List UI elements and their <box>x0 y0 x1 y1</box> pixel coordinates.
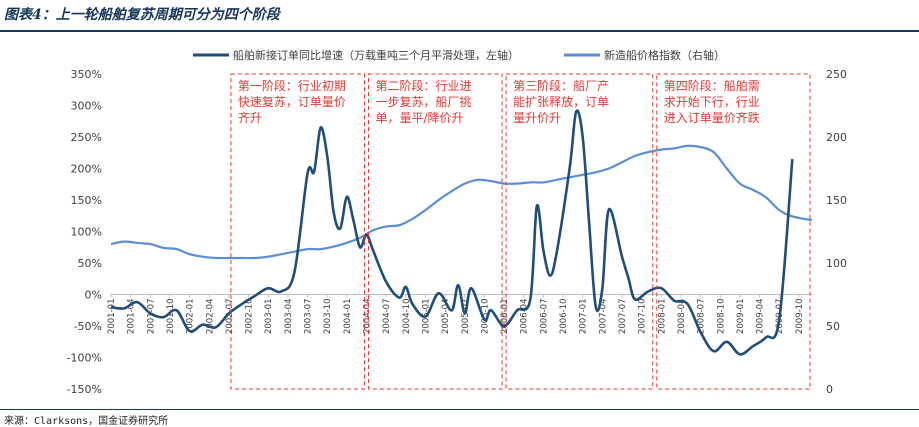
x-tick-label: 2004-07 <box>382 299 392 335</box>
series-layer <box>110 109 813 356</box>
phase-annotation-line: 第四阶段：船舶需 <box>664 78 760 93</box>
x-tick-label: 2004-01 <box>343 299 353 335</box>
x-tick-label: 2005-04 <box>441 299 451 335</box>
right-axis: 0 50 100 150 200 250 <box>826 68 847 396</box>
figure-title: 图表4：上一轮船舶复苏周期可分为四个阶段 <box>4 7 280 23</box>
phase-annotation-line: 量升价升 <box>513 111 561 125</box>
x-tick-label: 2002-10 <box>245 299 255 335</box>
phase-box-1 <box>230 73 366 390</box>
phase-annotation-line: 进入订单量价齐跌 <box>664 110 760 125</box>
phase-annotation-line: 第一阶段：行业初期 <box>238 78 346 93</box>
y-right-tick-label: 0 <box>826 383 833 396</box>
x-tick-label: 2008-01 <box>657 299 667 335</box>
phase-annotation-line: 齐升 <box>238 110 262 125</box>
y-left-tick-label: -50% <box>74 320 102 333</box>
phase-annotation-3: 第三阶段：船厂产能扩张释放，订单量升价升 <box>513 78 609 125</box>
x-tick-label: 2005-10 <box>480 299 490 335</box>
phase-box-2 <box>368 73 503 390</box>
y-right-tick-label: 150 <box>826 194 847 207</box>
x-tick-label: 2006-01 <box>500 299 510 335</box>
x-tick-label: 2009-01 <box>736 299 746 335</box>
x-tick-label: 2004-04 <box>363 299 373 335</box>
phase-annotation-2: 第二阶段：行业进一步复苏，船厂挑单，量平/降价升 <box>376 78 472 125</box>
x-tick-label: 2002-07 <box>225 299 235 335</box>
y-right-tick-label: 200 <box>826 131 847 144</box>
series-line-price-index <box>110 144 813 260</box>
x-tick-label: 2008-04 <box>677 299 687 335</box>
x-tick-label: 2003-07 <box>304 299 314 335</box>
phase-annotation-4: 第四阶段：船舶需求开始下行，行业进入订单量价齐跌 <box>664 78 760 125</box>
x-tick-label: 2009-04 <box>756 299 766 335</box>
x-tick-label: 2006-07 <box>539 299 549 335</box>
phase-annotation-1: 第一阶段：行业初期快速复苏，订单量价齐升 <box>238 78 346 125</box>
x-tick-label: 2006-04 <box>520 299 530 335</box>
x-tick-label: 2007-04 <box>598 299 608 335</box>
x-tick-label: 2001-10 <box>166 299 176 335</box>
y-left-tick-label: 100% <box>71 226 102 239</box>
y-left-tick-label: 0% <box>85 289 102 302</box>
y-left-tick-label: 300% <box>71 100 102 113</box>
y-right-tick-label: 250 <box>826 68 847 81</box>
bottom-rule <box>0 409 919 410</box>
y-left-tick-label: 250% <box>71 131 102 144</box>
x-tick-label: 2003-04 <box>284 299 294 335</box>
y-right-tick-label: 50 <box>826 320 840 333</box>
source-note: 来源：Clarksons，国金证券研究所 <box>4 416 169 427</box>
phase-annotation-line: 能扩张释放，订单 <box>513 94 609 109</box>
x-tick-label: 2007-01 <box>579 299 589 335</box>
y-right-tick-label: 100 <box>826 257 847 270</box>
y-left-tick-label: -100% <box>67 352 102 365</box>
y-left-tick-label: 150% <box>71 194 102 207</box>
phase-annotation-line: 求开始下行，行业 <box>664 95 760 109</box>
phase-annotation-line: 单，量平/降价升 <box>376 111 464 125</box>
y-left-tick-label: 350% <box>71 68 102 81</box>
legend-label-price-index: 新造船价格指数（右轴） <box>604 48 725 62</box>
phase-box-4 <box>656 73 811 390</box>
y-left-tick-label: 200% <box>71 163 102 176</box>
x-tick-label: 2009-10 <box>795 299 805 335</box>
phase-annotation-line: 第二阶段：行业进 <box>376 78 472 93</box>
x-tick-label: 2001-01 <box>107 299 117 335</box>
y-left-tick-label: 50% <box>78 257 102 270</box>
x-tick-label: 2002-01 <box>186 299 196 335</box>
legend: 船舶新接订单同比增速（万载重吨三个月平滑处理，左轴） 新造船价格指数（右轴） <box>193 48 725 62</box>
x-tick-label: 2008-07 <box>697 299 707 335</box>
x-tick-label: 2003-10 <box>323 299 333 335</box>
legend-label-order-growth: 船舶新接订单同比增速（万载重吨三个月平滑处理，左轴） <box>233 48 519 62</box>
x-tick-label: 2006-10 <box>559 299 569 335</box>
title-rule <box>0 30 919 32</box>
series-line-order-growth <box>110 109 794 356</box>
x-tick-label: 2007-07 <box>618 299 628 335</box>
x-tick-label: 2001-07 <box>146 299 156 335</box>
phase-annotation-line: 第三阶段：船厂产 <box>513 78 609 93</box>
phase-box-3 <box>505 73 654 390</box>
x-tick-label: 2005-07 <box>461 299 471 335</box>
x-tick-label: 2003-01 <box>264 299 274 335</box>
phase-annotation-line: 一步复苏，船厂挑 <box>376 95 472 109</box>
x-tick-label: 2001-04 <box>127 299 137 335</box>
left-axis: -150% -100% -50% 0% 50% 100% 150% 200% 250% 300% 3… <box>67 68 102 396</box>
x-tick-label: 2002-04 <box>205 299 215 335</box>
x-tick-label: 2004-10 <box>402 299 412 335</box>
phase-annotation-line: 快速复苏，订单量价 <box>238 95 346 109</box>
x-tick-label: 2008-10 <box>716 299 726 335</box>
x-tick-label: 2007-10 <box>638 299 648 335</box>
y-left-tick-label: -150% <box>67 383 102 396</box>
phase-layer: 第一阶段：行业初期快速复苏，订单量价齐升第二阶段：行业进一步复苏，船厂挑单，量平… <box>230 73 811 390</box>
